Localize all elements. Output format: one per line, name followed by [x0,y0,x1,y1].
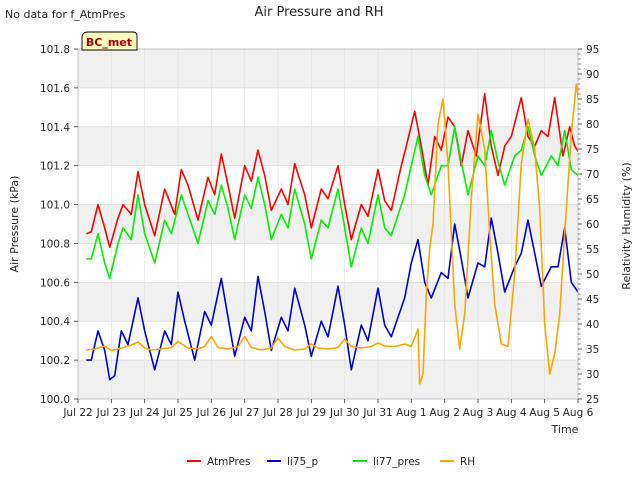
y2-tick-label: 90 [586,69,599,81]
y2-tick-label: 30 [586,369,599,381]
y-tick-label: 100.0 [40,394,70,406]
y2-tick-label: 40 [586,319,599,331]
y-tick-label: 100.6 [40,277,70,289]
y2-tick-label: 70 [586,169,599,181]
x-tick-label: Aug 5 [529,407,560,419]
legend-label-RH: RH [460,456,475,468]
legend: AtmPres li75_p li77_pres RH [187,456,475,468]
series-lines [86,83,578,385]
y2-tick-label: 35 [586,344,599,356]
x-tick-label: Jul 30 [329,407,359,419]
y-axis-ticks: 100.0 100.2 100.4 100.6 100.8 101.0 101.2 101.4… [40,44,78,406]
no-data-note: No data for f_AtmPres [5,8,126,21]
x-tick-label: Jul 29 [296,407,326,419]
legend-label-li75_p: li75_p [287,456,318,468]
x-tick-label: Aug 3 [463,407,494,419]
y2-tick-label: 50 [586,269,599,281]
background-band [78,282,578,322]
y2-tick-label: 95 [586,44,599,56]
y2-tick-label: 45 [586,294,599,306]
background-band [78,204,578,244]
y2-tick-label: 60 [586,219,599,231]
background-bands [78,49,578,399]
x-tick-label: Aug 2 [429,407,460,419]
x-tick-label: Aug 6 [563,407,594,419]
background-band [78,126,578,166]
x-tick-label: Jul 25 [162,407,192,419]
x-tick-label: Aug 1 [396,407,427,419]
background-band [78,360,578,399]
y-tick-label: 100.4 [40,316,70,328]
y2-tick-label: 55 [586,244,599,256]
y-axis-label: Air Pressure (kPa) [8,176,21,273]
y2-tick-label: 65 [586,194,599,206]
x-tick-label: Jul 31 [362,407,392,419]
series-line-li75_p [86,217,578,381]
y-tick-label: 101.6 [40,83,70,95]
chart-title: Air Pressure and RH [254,5,383,20]
x-tick-label: Jul 22 [62,407,92,419]
x-tick-label: Jul 26 [196,407,227,419]
y-tick-label: 101.2 [40,161,70,173]
series-line-AtmPres [86,92,578,249]
series-line-li77_pres [86,126,578,280]
x-tick-label: Jul 24 [129,407,160,419]
legend-label-li77_pres: li77_pres [373,456,420,468]
y2-tick-label: 25 [586,394,599,406]
x-axis-ticks: Jul 22 Jul 23 Jul 24 Jul 25 Jul 26 Jul 27 Jul … [62,399,594,419]
x-tick-label: Aug 4 [496,407,527,419]
y-tick-label: 101.0 [40,200,70,212]
legend-label-AtmPres: AtmPres [207,456,251,468]
y2-tick-label: 75 [586,144,599,156]
site-label: BC_met [86,36,132,49]
y2-axis-ticks: 25 30 35 40 45 50 55 60 65 70 75 80 85 90 95 [578,44,599,406]
background-band [78,49,578,88]
x-tick-label: Jul 28 [262,407,292,419]
site-label-box: BC_met [81,31,138,51]
series-line-RH [86,83,578,385]
y2-tick-label: 85 [586,94,599,106]
x-tick-label: Jul 27 [229,407,259,419]
y2-axis-label: Relativity Humidity (%) [620,162,633,289]
y-tick-label: 101.8 [40,44,70,56]
y-tick-label: 101.4 [40,122,70,134]
y-tick-label: 100.2 [40,355,70,367]
y2-tick-label: 80 [586,119,599,131]
x-axis-label: Time [551,423,579,436]
x-tick-label: Jul 23 [96,407,126,419]
y-tick-label: 100.8 [40,238,70,250]
